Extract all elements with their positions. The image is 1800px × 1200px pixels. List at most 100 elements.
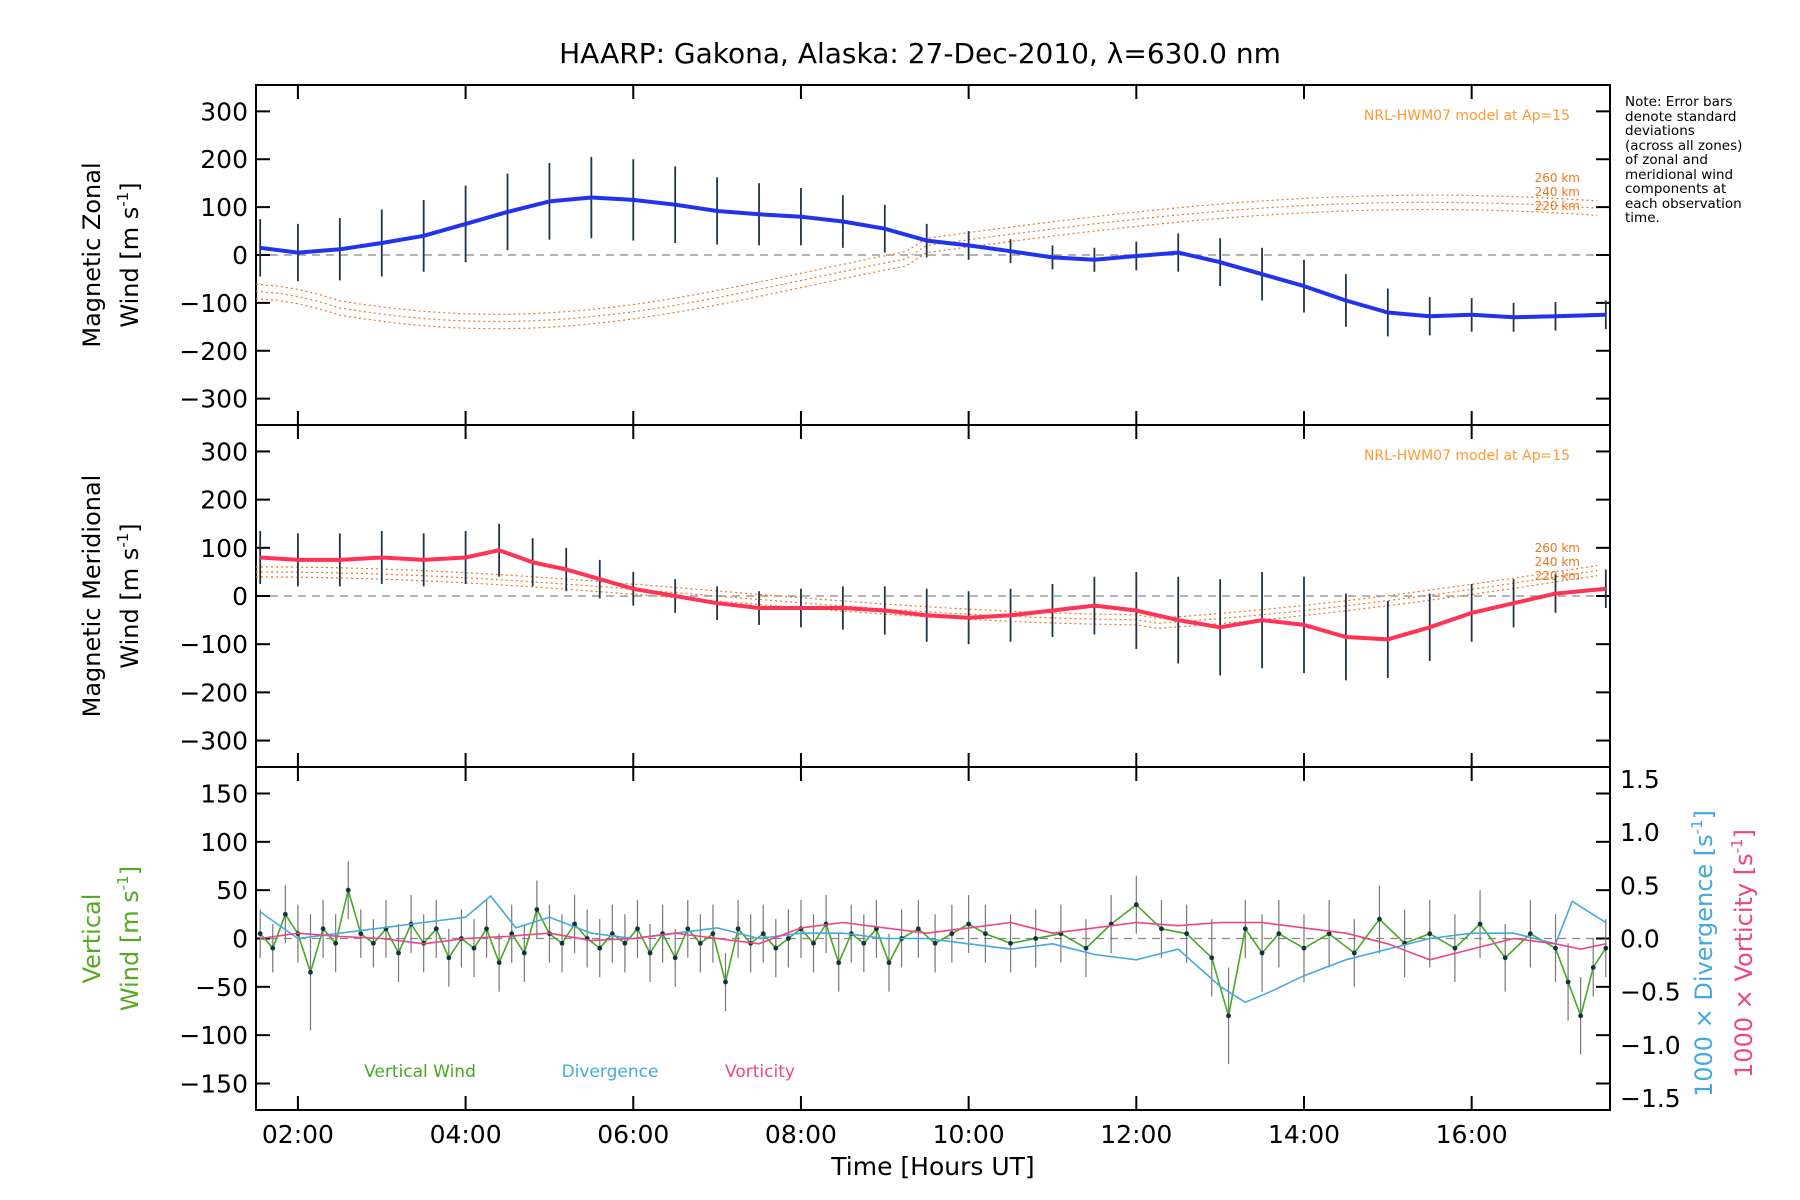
data-point bbox=[647, 950, 653, 956]
right-axis-label-divergence-text: 1000 × Divergence [s-1] bbox=[1688, 810, 1718, 1097]
data-point bbox=[915, 926, 921, 932]
series-line bbox=[260, 548, 1606, 642]
data-point bbox=[635, 926, 640, 932]
data-point bbox=[811, 940, 816, 946]
y-tick-label: −100 bbox=[179, 1021, 248, 1050]
data-point bbox=[1133, 902, 1139, 908]
y-tick-label: −50 bbox=[195, 973, 248, 1002]
altitude-label: 260 km bbox=[1535, 541, 1580, 555]
right-y-tick-label: 1.0 bbox=[1620, 818, 1660, 847]
data-point bbox=[1209, 955, 1215, 961]
data-point bbox=[521, 950, 527, 956]
model-curve bbox=[256, 575, 1598, 630]
data-point bbox=[270, 945, 276, 951]
data-point bbox=[1259, 950, 1265, 956]
data-point bbox=[572, 921, 577, 927]
data-point bbox=[320, 926, 326, 932]
data-point bbox=[1477, 921, 1483, 927]
data-point bbox=[308, 969, 313, 975]
y-axis-label-line2: Wind [m s-1] bbox=[114, 182, 144, 327]
altitude-label: 220 km bbox=[1535, 569, 1580, 583]
data-point bbox=[932, 940, 938, 946]
note-line: denote standard bbox=[1625, 108, 1737, 125]
y-tick-label: −100 bbox=[179, 289, 248, 318]
legend-label: Divergence bbox=[562, 1062, 659, 1082]
y-tick-label: −200 bbox=[179, 337, 248, 366]
data-point bbox=[396, 950, 401, 956]
y-tick-label: 300 bbox=[200, 437, 248, 466]
note-line: deviations bbox=[1625, 123, 1695, 139]
note-line: meridional wind bbox=[1625, 166, 1734, 183]
y-tick-label: 200 bbox=[200, 145, 248, 174]
data-point bbox=[685, 926, 691, 932]
data-point bbox=[785, 936, 791, 941]
y-axis-label: Magnetic Meridional Wind [m s-1] bbox=[78, 475, 144, 718]
series-line bbox=[259, 889, 1607, 1017]
data-point bbox=[257, 931, 263, 937]
data-point bbox=[471, 945, 477, 951]
data-point bbox=[1226, 1013, 1231, 1019]
y-axis-label-line1: Vertical bbox=[78, 894, 106, 984]
x-tick-label: 10:00 bbox=[933, 1120, 1005, 1149]
data-point bbox=[949, 931, 955, 937]
data-point bbox=[622, 940, 628, 946]
series-line bbox=[259, 195, 1606, 320]
y-tick-label: −200 bbox=[179, 678, 248, 707]
data-point bbox=[1351, 950, 1357, 956]
right-y-tick-label: 0.0 bbox=[1620, 925, 1660, 954]
y-tick-label: 300 bbox=[200, 97, 248, 126]
x-tick-label: 08:00 bbox=[765, 1120, 837, 1149]
right-axis-label-vorticity: 1000 × Vorticity [s-1] bbox=[1728, 829, 1758, 1078]
x-axis-label: Time [Hours UT] bbox=[830, 1152, 1034, 1181]
legend-label: Vorticity bbox=[725, 1062, 795, 1082]
data-point bbox=[886, 960, 892, 966]
right-y-tick-label: 0.5 bbox=[1620, 871, 1660, 900]
model-curve bbox=[255, 201, 1598, 323]
data-point bbox=[861, 940, 867, 946]
y-axis-label: Magnetic Zonal Wind [m s-1] bbox=[78, 162, 144, 347]
altitude-label: 220 km bbox=[1535, 199, 1580, 213]
altitude-label: 240 km bbox=[1535, 185, 1580, 199]
y-tick-label: −150 bbox=[179, 1070, 248, 1099]
right-y-tick-label: −0.5 bbox=[1620, 978, 1681, 1007]
note-text: Note: Error bars denote standard deviati… bbox=[1625, 95, 1795, 226]
data-point bbox=[509, 931, 515, 937]
data-point bbox=[1008, 940, 1013, 946]
data-point bbox=[345, 887, 351, 893]
y-tick-label: 150 bbox=[200, 780, 248, 809]
data-point bbox=[433, 926, 439, 932]
y-tick-label: −300 bbox=[179, 727, 248, 756]
data-point bbox=[697, 940, 703, 946]
data-point bbox=[559, 940, 565, 946]
data-point bbox=[370, 940, 376, 946]
note-line: of zonal and bbox=[1625, 152, 1708, 168]
y-tick-label: 100 bbox=[200, 828, 248, 857]
x-tick-label: 14:00 bbox=[1268, 1120, 1340, 1149]
x-tick-label: 04:00 bbox=[430, 1120, 502, 1149]
note-line: Note: Error bars bbox=[1625, 94, 1733, 110]
model-curve bbox=[255, 194, 1598, 315]
data-point bbox=[484, 926, 489, 932]
data-point bbox=[1452, 945, 1458, 951]
data-point bbox=[710, 931, 716, 937]
note-line: (across all zones) bbox=[1625, 137, 1743, 154]
y-axis-label-line1: Magnetic Meridional bbox=[78, 475, 106, 718]
data-point bbox=[446, 955, 452, 961]
note-line: components at bbox=[1625, 181, 1727, 197]
data-point bbox=[1603, 945, 1609, 951]
data-point bbox=[333, 940, 339, 946]
data-point bbox=[672, 955, 678, 961]
data-point bbox=[760, 931, 766, 937]
right-axis-label-vorticity-text: 1000 × Vorticity [s-1] bbox=[1728, 829, 1758, 1078]
data-point bbox=[1326, 931, 1332, 937]
y-tick-label: 100 bbox=[200, 193, 248, 222]
y-tick-label: 0 bbox=[232, 582, 248, 611]
model-curve bbox=[256, 564, 1598, 619]
x-tick-label: 02:00 bbox=[262, 1120, 334, 1149]
data-point bbox=[496, 960, 502, 966]
y-tick-label: 100 bbox=[200, 534, 248, 563]
data-point bbox=[836, 960, 842, 966]
note-line: each observation bbox=[1625, 195, 1742, 212]
data-point bbox=[1578, 1013, 1584, 1019]
y-tick-label: 50 bbox=[216, 876, 248, 905]
